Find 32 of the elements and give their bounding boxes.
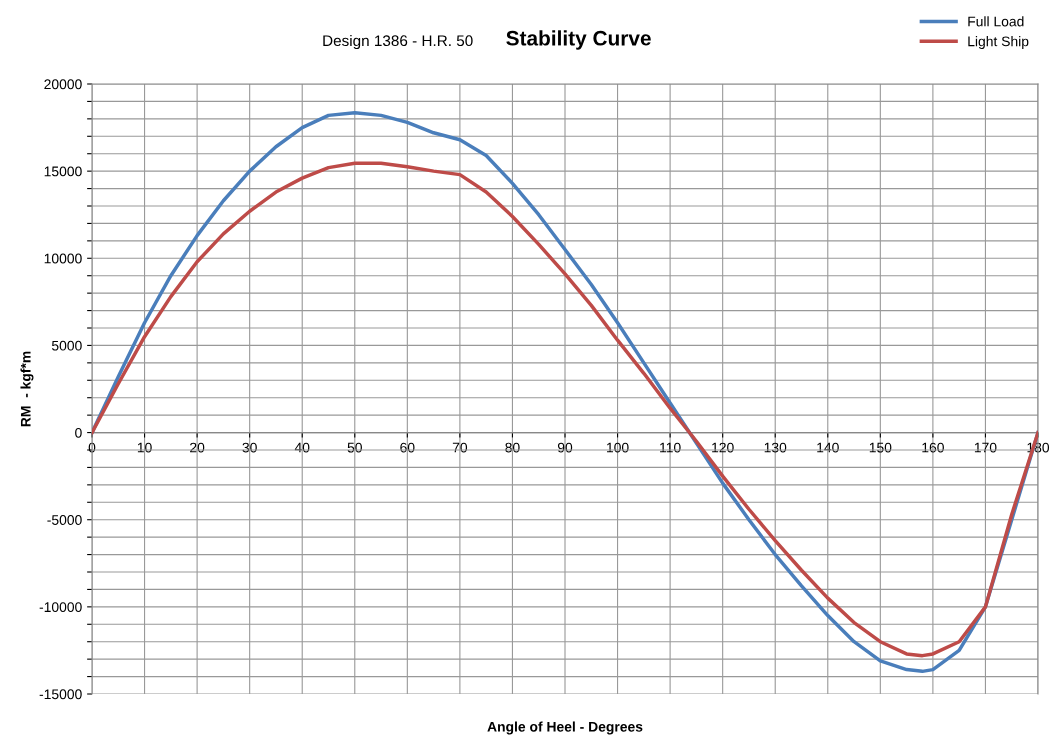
y-tick-label: 5000 (51, 340, 82, 351)
x-tick-label: 140 (817, 442, 839, 453)
x-tick-label: 100 (607, 442, 629, 453)
x-tick-label: 40 (294, 442, 310, 453)
legend-label: Full Load (968, 16, 1024, 27)
x-tick-label: 130 (764, 442, 787, 453)
x-tick-label: 110 (660, 442, 681, 453)
legend-label: Light Ship (968, 36, 1029, 50)
x-tick-label: 80 (505, 442, 520, 453)
y-axis-title: RM - kgf*m (20, 351, 34, 427)
y-tick-label: 15000 (44, 166, 82, 177)
x-tick-label: 170 (974, 442, 997, 453)
x-tick-label: 20 (190, 442, 205, 453)
y-tick-label: 10000 (44, 253, 82, 264)
y-tick-label: -10000 (39, 602, 82, 613)
x-tick-label: 60 (400, 442, 415, 453)
chart-subtitle: Design 1386 - H.R. 50 (323, 34, 473, 50)
chart-title: Stability Curve (506, 30, 651, 50)
y-tick-label: 20000 (44, 79, 82, 90)
y-tick-label: 0 (75, 427, 82, 438)
y-tick-label: -15000 (39, 689, 82, 700)
x-axis-title: Angle of Heel - Degrees (487, 721, 643, 735)
x-tick-label: 0 (88, 442, 96, 453)
x-tick-label: 50 (347, 442, 362, 453)
x-tick-label: 150 (869, 442, 892, 453)
x-tick-label: 160 (922, 442, 944, 453)
x-tick-label: 90 (557, 442, 573, 453)
x-tick-label: 120 (712, 442, 734, 453)
x-tick-label: 70 (452, 442, 468, 453)
x-tick-label: 30 (242, 442, 257, 453)
x-tick-label: 10 (137, 442, 152, 453)
y-tick-label: -5000 (47, 515, 82, 525)
